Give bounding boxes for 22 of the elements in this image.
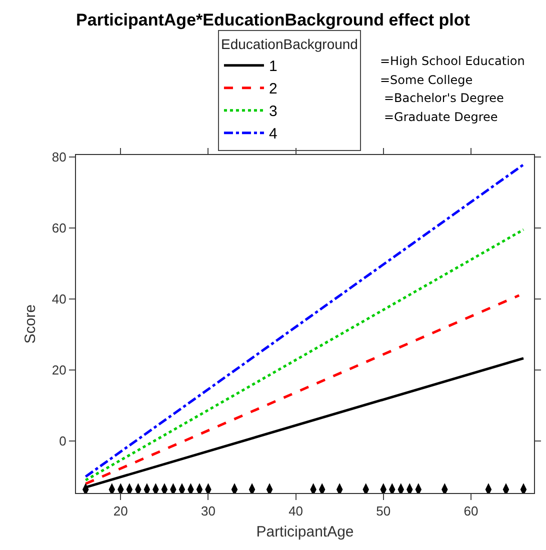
legend-title: EducationBackground: [220, 36, 358, 52]
text: =Bachelor's Degree: [384, 91, 504, 105]
legend-label: 1: [268, 58, 278, 76]
legend-label: 2: [268, 80, 278, 98]
legend-label: 4: [268, 126, 278, 143]
legend-label: 3: [268, 103, 278, 120]
text: =High School Education: [380, 54, 525, 68]
x-tick-label: 60: [464, 504, 478, 519]
y-axis-title: Score: [22, 304, 40, 344]
x-tick-label: 20: [113, 504, 128, 519]
chart-title: ParticipantAge*EducationBackground effect plot: [76, 10, 470, 30]
y-tick-label: 20: [52, 362, 66, 378]
text: =Some College: [380, 73, 473, 87]
text: =Graduate Degree: [384, 110, 498, 124]
x-tick-label: 50: [376, 504, 391, 519]
y-tick-label: 40: [52, 291, 66, 306]
x-axis-title: ParticipantAge: [256, 524, 354, 541]
y-tick-label: 80: [52, 149, 66, 164]
x-tick-label: 40: [288, 504, 304, 519]
y-tick-label: 0: [59, 434, 66, 449]
y-tick-label: 60: [52, 220, 66, 236]
x-tick-label: 30: [200, 504, 216, 519]
